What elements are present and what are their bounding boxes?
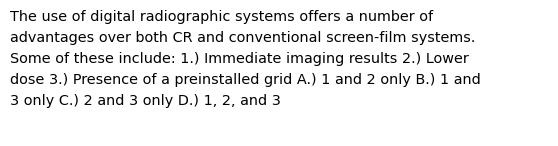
Text: advantages over both CR and conventional screen-film systems.: advantages over both CR and conventional… <box>10 31 475 45</box>
Text: The use of digital radiographic systems offers a number of: The use of digital radiographic systems … <box>10 10 433 24</box>
Text: Some of these include: 1.) Immediate imaging results 2.) Lower: Some of these include: 1.) Immediate ima… <box>10 52 469 66</box>
Text: dose 3.) Presence of a preinstalled grid A.) 1 and 2 only B.) 1 and: dose 3.) Presence of a preinstalled grid… <box>10 73 481 87</box>
Text: 3 only C.) 2 and 3 only D.) 1, 2, and 3: 3 only C.) 2 and 3 only D.) 1, 2, and 3 <box>10 94 281 108</box>
